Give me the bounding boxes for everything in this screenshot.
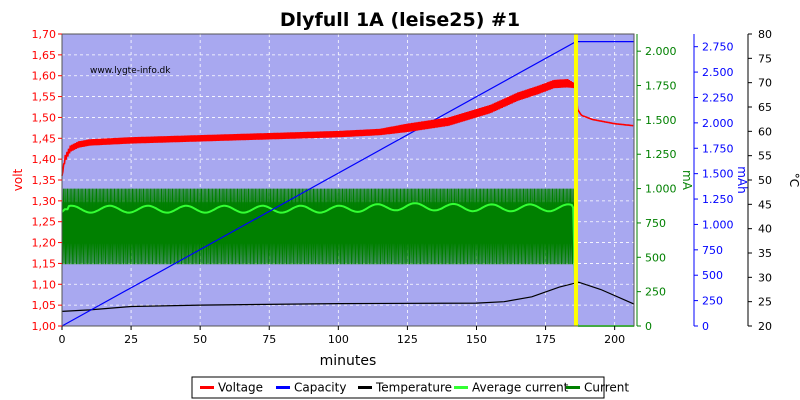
x-tick-label: 175 (535, 333, 556, 346)
ma-tick-label: 500 (645, 251, 666, 264)
mah-tick-label: 1.750 (702, 142, 734, 155)
temp-tick-label: 45 (758, 198, 772, 211)
temp-tick-label: 50 (758, 174, 772, 187)
x-tick-label: 75 (262, 333, 276, 346)
x-tick-label: 0 (59, 333, 66, 346)
volt-tick-label: 1,70 (32, 28, 57, 41)
mah-tick-label: 2.750 (702, 41, 734, 54)
series-current-band (62, 202, 576, 244)
volt-tick-label: 1,40 (32, 153, 57, 166)
volt-tick-label: 1,45 (32, 132, 57, 145)
mah-tick-label: 0 (702, 320, 709, 333)
ma-tick-label: 750 (645, 217, 666, 230)
volt-tick-label: 1,10 (32, 278, 57, 291)
series-average-current (61, 202, 634, 327)
chart-title: Dlyfull 1A (leise25) #1 (280, 9, 520, 31)
legend-item: Temperature (375, 381, 452, 395)
legend-item: Current (584, 381, 629, 395)
watermark: www.lygte-info.dk (90, 66, 171, 76)
ma-axis-label: mA (680, 170, 694, 191)
temp-tick-label: 40 (758, 223, 772, 236)
volt-tick-label: 1,65 (32, 49, 57, 62)
volt-tick-label: 1,60 (32, 70, 57, 83)
volt-tick-label: 1,35 (32, 174, 57, 187)
legend-item: Voltage (218, 381, 263, 395)
mah-tick-label: 1.500 (702, 168, 734, 181)
mah-tick-label: 2.000 (702, 117, 734, 130)
ma-tick-label: 0 (645, 320, 652, 333)
x-tick-label: 25 (124, 333, 138, 346)
mah-tick-label: 500 (702, 269, 723, 282)
mah-tick-label: 750 (702, 244, 723, 257)
legend-box (191, 376, 605, 399)
x-tick-label: 125 (397, 333, 418, 346)
volt-tick-label: 1,00 (32, 320, 57, 333)
plot-area (61, 33, 635, 327)
volt-tick-label: 1,30 (32, 195, 57, 208)
volt-tick-label: 1,05 (32, 299, 57, 312)
temp-tick-label: 60 (758, 125, 772, 138)
series-temperature (61, 281, 635, 312)
temp-tick-label: 35 (758, 247, 772, 260)
axes: 0 25 50 75 100 125 150 175 2001,001,051,101,151,… (11, 28, 800, 346)
temp-tick-label: 65 (758, 101, 772, 114)
mah-tick-label: 1.000 (702, 218, 734, 231)
mah-tick-label: 2.250 (702, 91, 734, 104)
temp-tick-label: 55 (758, 150, 772, 163)
ma-tick-label: 1.000 (645, 183, 677, 196)
mah-tick-label: 250 (702, 295, 723, 308)
x-tick-label: 200 (604, 333, 625, 346)
ma-tick-label: 1.750 (645, 80, 677, 93)
volt-tick-label: 1,55 (32, 91, 57, 104)
legend-item: Capacity (294, 381, 346, 395)
x-tick-label: 50 (193, 333, 207, 346)
temp-tick-label: 25 (758, 296, 772, 309)
volt-tick-label: 1,20 (32, 237, 57, 250)
mah-tick-label: 2.500 (702, 66, 734, 79)
temp-tick-label: 20 (758, 320, 772, 333)
ma-tick-label: 1.250 (645, 148, 677, 161)
volt-tick-label: 1,15 (32, 257, 57, 270)
mah-axis-label: mAh (735, 166, 749, 194)
series-voltage (61, 79, 634, 176)
temp-axis-label: °C (787, 173, 800, 187)
temp-tick-label: 75 (758, 52, 772, 65)
volt-axis-label: volt (11, 168, 25, 191)
temp-tick-label: 30 (758, 271, 772, 284)
ma-tick-label: 250 (645, 286, 666, 299)
x-tick-label: 100 (328, 333, 349, 346)
temp-tick-label: 80 (758, 28, 772, 41)
legend: Voltage Capacity Temperature Average curren… (191, 376, 629, 399)
mah-tick-label: 1.250 (702, 193, 734, 206)
volt-tick-label: 1,50 (32, 111, 57, 124)
series-current (61, 188, 634, 327)
volt-tick-label: 1,25 (32, 216, 57, 229)
temp-tick-label: 70 (758, 77, 772, 90)
x-tick-label: 150 (466, 333, 487, 346)
legend-item: Average current (472, 381, 569, 395)
ma-tick-label: 2.000 (645, 45, 677, 58)
ma-tick-label: 1.500 (645, 114, 677, 127)
x-axis-label: minutes (320, 353, 377, 369)
